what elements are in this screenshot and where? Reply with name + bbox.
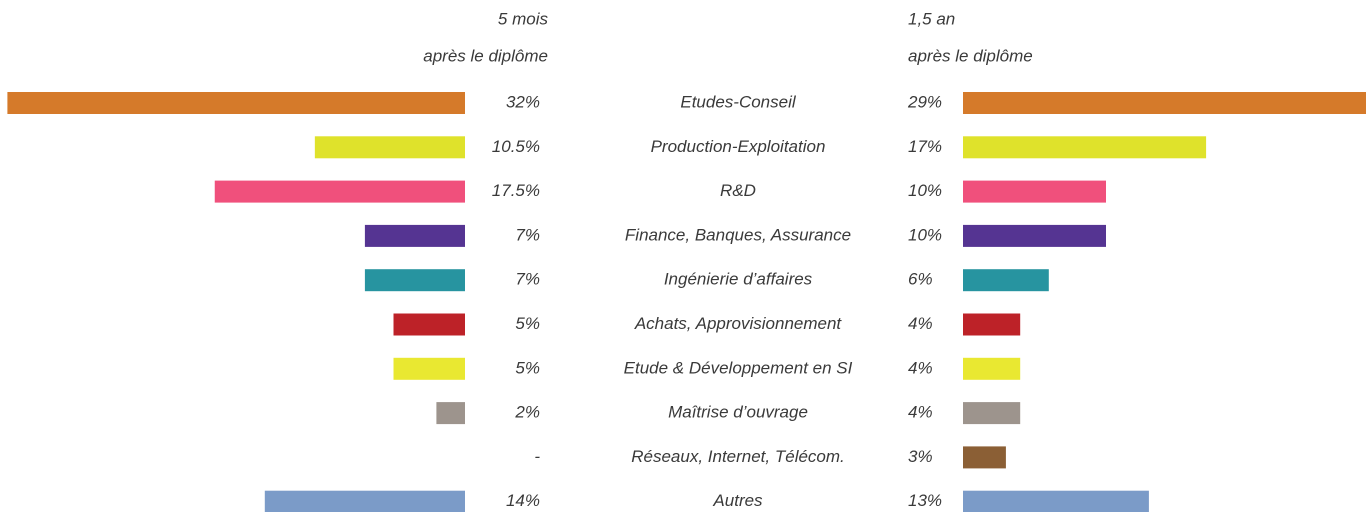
value-label-right: 13% <box>908 491 942 510</box>
category-label: Réseaux, Internet, Télécom. <box>631 447 845 466</box>
value-label-left: - <box>534 447 540 466</box>
value-label-left: 10.5% <box>492 137 540 156</box>
value-label-right: 4% <box>908 314 933 333</box>
category-label: Ingénierie d’affaires <box>664 270 813 289</box>
bar-right <box>963 92 1366 114</box>
value-label-left: 5% <box>515 314 540 333</box>
bar-right <box>963 269 1049 292</box>
bar-right <box>963 180 1106 203</box>
bar-left <box>264 490 465 512</box>
bar-right <box>963 224 1106 247</box>
value-label-right: 10% <box>908 225 942 244</box>
category-label: Maîtrise d’ouvrage <box>668 403 808 422</box>
value-label-left: 5% <box>515 358 540 377</box>
category-label: Achats, Approvisionnement <box>634 314 843 333</box>
value-label-right: 10% <box>908 181 942 200</box>
value-label-left: 7% <box>515 225 540 244</box>
category-label: Production-Exploitation <box>651 137 826 156</box>
bar-left <box>393 313 465 336</box>
value-label-left: 7% <box>515 270 540 289</box>
bar-right <box>963 402 1021 425</box>
bar-left <box>214 180 465 203</box>
bar-left <box>364 224 465 247</box>
category-label: Etude & Développement en SI <box>624 358 853 377</box>
bar-right <box>963 136 1207 159</box>
bar-left <box>393 357 465 380</box>
category-label: Autres <box>712 491 763 510</box>
bar-right <box>963 313 1021 336</box>
value-label-right: 4% <box>908 403 933 422</box>
category-label: R&D <box>720 181 756 200</box>
bar-left <box>436 402 465 425</box>
value-label-right: 4% <box>908 358 933 377</box>
right-header: 1,5 an <box>908 9 955 28</box>
value-label-right: 6% <box>908 270 933 289</box>
bar-right <box>963 357 1021 380</box>
bar-left <box>314 136 465 159</box>
bar-right <box>963 446 1006 469</box>
value-label-right: 3% <box>908 447 933 466</box>
category-label: Finance, Banques, Assurance <box>625 225 851 244</box>
value-label-right: 17% <box>908 137 942 156</box>
bar-right <box>963 490 1149 512</box>
category-label: Etudes-Conseil <box>680 92 797 111</box>
left-header-note: après le diplôme <box>423 46 548 65</box>
bar-left <box>364 269 465 292</box>
right-header-note: après le diplôme <box>908 46 1033 65</box>
bar-left <box>7 92 466 114</box>
left-header: 5 mois <box>498 9 549 28</box>
value-label-right: 29% <box>907 92 942 111</box>
value-label-left: 14% <box>506 491 540 510</box>
value-label-left: 17.5% <box>492 181 540 200</box>
value-label-left: 32% <box>506 92 540 111</box>
value-label-left: 2% <box>514 403 540 422</box>
